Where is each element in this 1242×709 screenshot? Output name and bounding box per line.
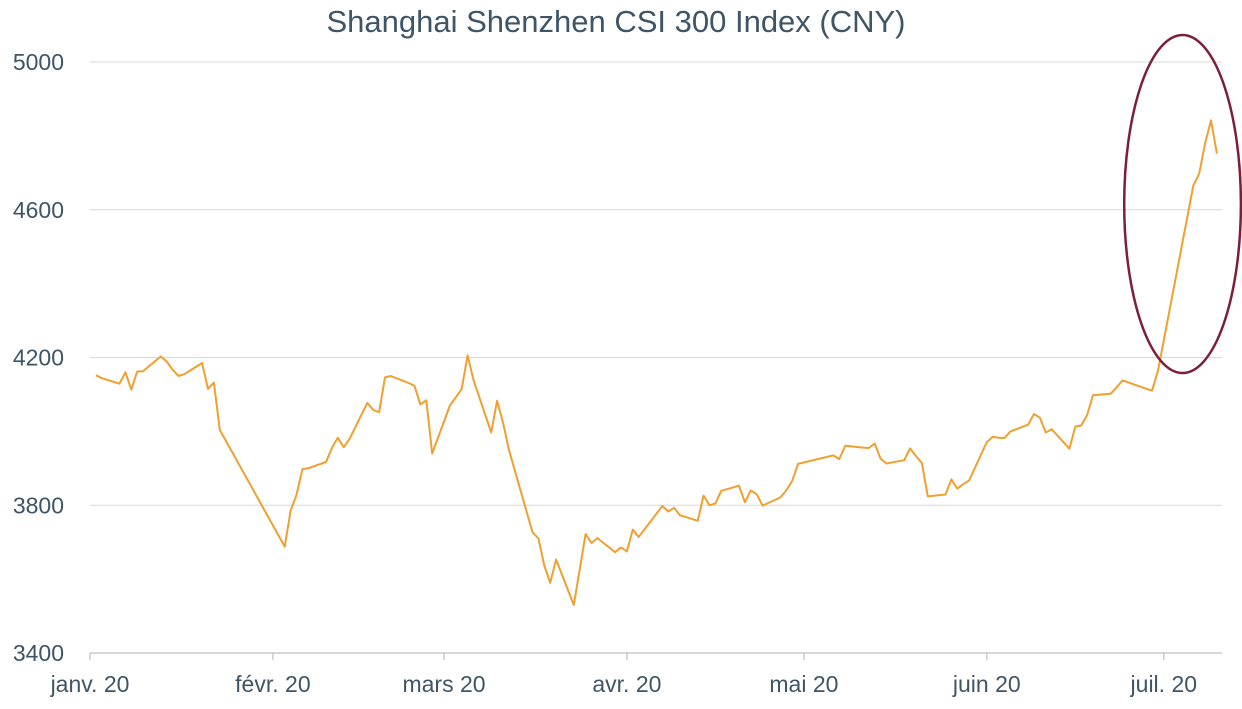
gridlines [90,61,1222,506]
x-tick-label-4: mai 20 [769,671,838,697]
y-tick-label-5000: 5000 [13,49,64,75]
series-group [95,119,1218,606]
y-tick-label-4600: 4600 [13,197,64,223]
highlight-ellipse [1122,33,1242,375]
y-tick-label-4200: 4200 [13,345,64,371]
x-tick-label-1: févr. 20 [235,671,310,697]
chart-title: Shanghai Shenzhen CSI 300 Index (CNY) [326,4,906,39]
series-line-0 [95,119,1218,606]
y-axis-labels: 3400 3800 4200 4600 5000 [13,49,64,666]
x-tick-label-6: juil. 20 [1130,671,1197,697]
y-tick-label-3400: 3400 [13,640,64,666]
x-tick-label-0: janv. 20 [50,671,130,697]
y-tick-label-3800: 3800 [13,492,64,518]
x-tick-label-2: mars 20 [402,671,485,697]
x-axis: janv. 20 févr. 20 mars 20 avr. 20 mai 20 juin… [50,652,1222,697]
x-tick-label-5: juin 20 [952,671,1021,697]
x-tick-label-3: avr. 20 [592,671,661,697]
highlight-group [1122,33,1242,375]
